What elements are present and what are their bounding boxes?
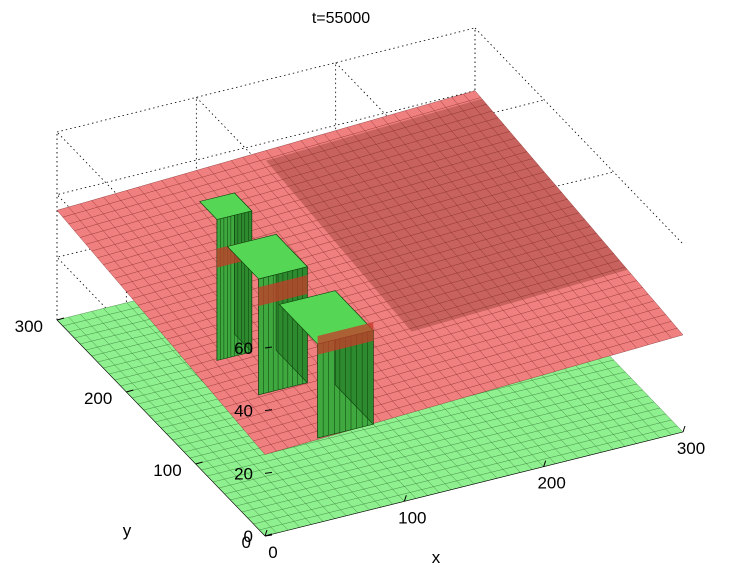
- y-axis-line: [56, 319, 266, 537]
- y-tick-mark: [56, 317, 65, 321]
- x-tick-mark: [682, 425, 686, 433]
- z-tick-label: 60: [234, 339, 253, 358]
- x-tick-mark: [264, 529, 268, 537]
- y-tick-label: 100: [153, 461, 181, 480]
- red-shadow-region: [266, 98, 628, 332]
- x-tick-label: 300: [677, 439, 705, 458]
- column-face: [234, 192, 253, 353]
- x-tick-label: 200: [537, 474, 565, 493]
- x-tick-mark: [403, 495, 407, 502]
- z-tick-mark: [264, 346, 273, 349]
- x-axis-line: [264, 431, 684, 537]
- x-tick-label: 0: [268, 543, 277, 562]
- x-axis-label: x: [432, 548, 441, 567]
- box-top-edge: [474, 27, 684, 245]
- z-tick-label: 20: [234, 464, 253, 483]
- chart-title: t=55000: [312, 10, 370, 27]
- y-tick-label: 0: [242, 533, 251, 552]
- column-bars: [199, 192, 374, 439]
- z-tick-label: 0: [244, 527, 253, 546]
- y-axis-label: y: [123, 521, 132, 540]
- x-tick-mark: [543, 460, 547, 467]
- y-tick-mark: [195, 461, 203, 465]
- axis-ticks: 0 20 40 60 0 100 200 300 0 100 200 300: [15, 317, 706, 562]
- z-tick-mark: [264, 471, 273, 474]
- red-surface: [56, 90, 684, 455]
- y-tick-mark: [126, 389, 134, 393]
- column-face: [199, 192, 253, 220]
- column-face: [226, 233, 308, 280]
- y-tick-label: 300: [15, 317, 43, 336]
- y-tick-label: 200: [84, 389, 112, 408]
- column-red-intersection: [317, 322, 374, 355]
- z-tick-mark: [264, 409, 273, 412]
- z-tick-label: 40: [234, 402, 253, 421]
- x-tick-label: 100: [398, 508, 426, 527]
- column-red-intersection: [258, 275, 308, 306]
